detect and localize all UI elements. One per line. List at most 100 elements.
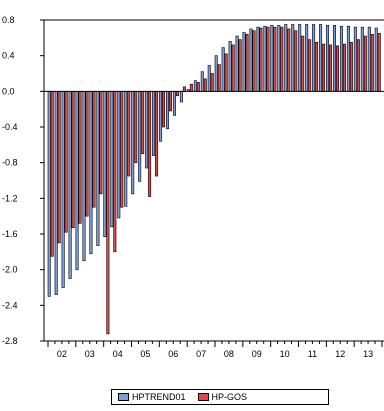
bar-series-1	[242, 32, 246, 92]
bar-series-1	[82, 91, 86, 262]
bar-series-1	[256, 26, 260, 92]
bar-series-2	[217, 64, 221, 92]
bar-series-1	[75, 91, 79, 270]
bar-series-1	[61, 91, 65, 288]
bar-series-1	[179, 91, 183, 103]
y-tick-label: -1.6	[2, 229, 18, 239]
bar-series-1	[172, 91, 176, 116]
bar-series-2	[175, 91, 179, 97]
x-axis: 02 03 04 05 06 07 08 09 10 11 12 13	[47, 341, 383, 359]
bar-series-2	[231, 44, 235, 92]
bar-series-1	[312, 24, 316, 92]
bar-series-1	[235, 35, 239, 92]
bar-series-2	[363, 35, 367, 92]
bar-series-1	[277, 25, 281, 92]
bar-series-1	[298, 24, 302, 92]
bar-series-1	[214, 55, 218, 92]
x-tick-label: 13	[363, 349, 373, 359]
x-tick-label: 02	[57, 349, 67, 359]
bar-series-2	[342, 43, 346, 92]
bar-series-1	[159, 91, 163, 142]
bar-series-2	[245, 33, 249, 92]
bar-series-2	[50, 91, 54, 257]
bar-series-2	[134, 91, 138, 163]
y-tick-label: -0.4	[2, 122, 18, 132]
bar-series-2	[301, 35, 305, 92]
bar-series-2	[356, 39, 360, 92]
bar-series-2	[155, 91, 159, 177]
bar-series-2	[203, 78, 207, 92]
bar-series-1	[117, 91, 121, 219]
bar-series-1	[68, 91, 72, 279]
bar-series-2	[99, 91, 103, 195]
bar-series-1	[270, 25, 274, 92]
bar-series-2	[315, 41, 319, 92]
y-tick-label: 0.8	[2, 15, 15, 25]
x-tick-label: 07	[196, 349, 206, 359]
bar-series-1	[221, 47, 225, 92]
bar-series-2	[252, 30, 256, 92]
bar-series-2	[148, 91, 152, 197]
bar-series-1	[305, 24, 309, 92]
bar-series-1	[200, 71, 204, 92]
bar-series-2	[168, 91, 172, 112]
bar-series-2	[85, 91, 89, 217]
bar-series-1	[353, 26, 357, 92]
bar-series-1	[124, 91, 128, 207]
bar-series-1	[319, 24, 323, 92]
bar-series-2	[196, 82, 200, 92]
bar-series-1	[138, 91, 142, 182]
bar-series-2	[377, 33, 381, 92]
bar-series-1	[326, 25, 330, 92]
bar-series-2	[162, 91, 166, 128]
bar-series-2	[322, 43, 326, 92]
legend-label-series-1: HPTREND01	[132, 392, 186, 402]
bar-series-2	[238, 39, 242, 92]
legend-swatch-series-2	[197, 393, 209, 401]
bar-series-2	[280, 26, 284, 92]
x-tick-label: 04	[113, 349, 123, 359]
bar-series-2	[78, 91, 82, 224]
x-tick-label: 12	[335, 349, 345, 359]
x-tick-label: 11	[308, 349, 317, 359]
y-tick-label: -2.0	[2, 265, 18, 275]
bar-series-1	[249, 28, 253, 92]
bar-series-2	[120, 91, 124, 208]
bar-series-2	[71, 91, 75, 229]
bar-series-2	[127, 91, 131, 177]
bar-series-1	[374, 27, 378, 92]
bar-series-1	[360, 26, 364, 92]
legend: HPTREND01 HP-GOS	[111, 389, 329, 405]
legend-label-series-2: HP-GOS	[211, 392, 248, 402]
bar-series-1	[152, 91, 156, 156]
bar-series-1	[291, 24, 295, 92]
x-tick-label: 06	[168, 349, 178, 359]
y-tick-label: -0.8	[2, 158, 18, 168]
bar-series-1	[263, 25, 267, 92]
bar-series-1	[47, 91, 51, 297]
y-axis: 0.8 0.4 0.0 -0.4 -0.8 -1.2 -1.6 -2.0 -2.4 -2.8	[2, 15, 44, 346]
bar-series-1	[103, 91, 107, 237]
x-tick-label: 10	[280, 349, 290, 359]
bar-series-2	[182, 86, 186, 92]
bar-series-2	[349, 41, 353, 92]
bar-series-1	[228, 41, 232, 92]
bar-series-2	[308, 39, 312, 92]
bar-series-2	[92, 91, 96, 208]
bar-series-2	[113, 91, 117, 253]
y-tick-label: -2.8	[2, 336, 18, 346]
x-tick-label: 05	[140, 349, 150, 359]
legend-swatch-series-1	[118, 393, 129, 401]
bar-series-2	[273, 26, 277, 92]
x-tick-label: 03	[85, 349, 95, 359]
bars-layer	[47, 24, 381, 335]
bar-series-1	[367, 26, 371, 92]
x-tick-label: 08	[224, 349, 234, 359]
y-tick-label: 0.4	[2, 51, 15, 61]
legend-item-series-1: HPTREND01	[118, 392, 186, 402]
bar-series-2	[294, 30, 298, 92]
bar-series-2	[329, 44, 333, 92]
bar-series-1	[193, 80, 197, 92]
bar-series-1	[165, 91, 169, 130]
